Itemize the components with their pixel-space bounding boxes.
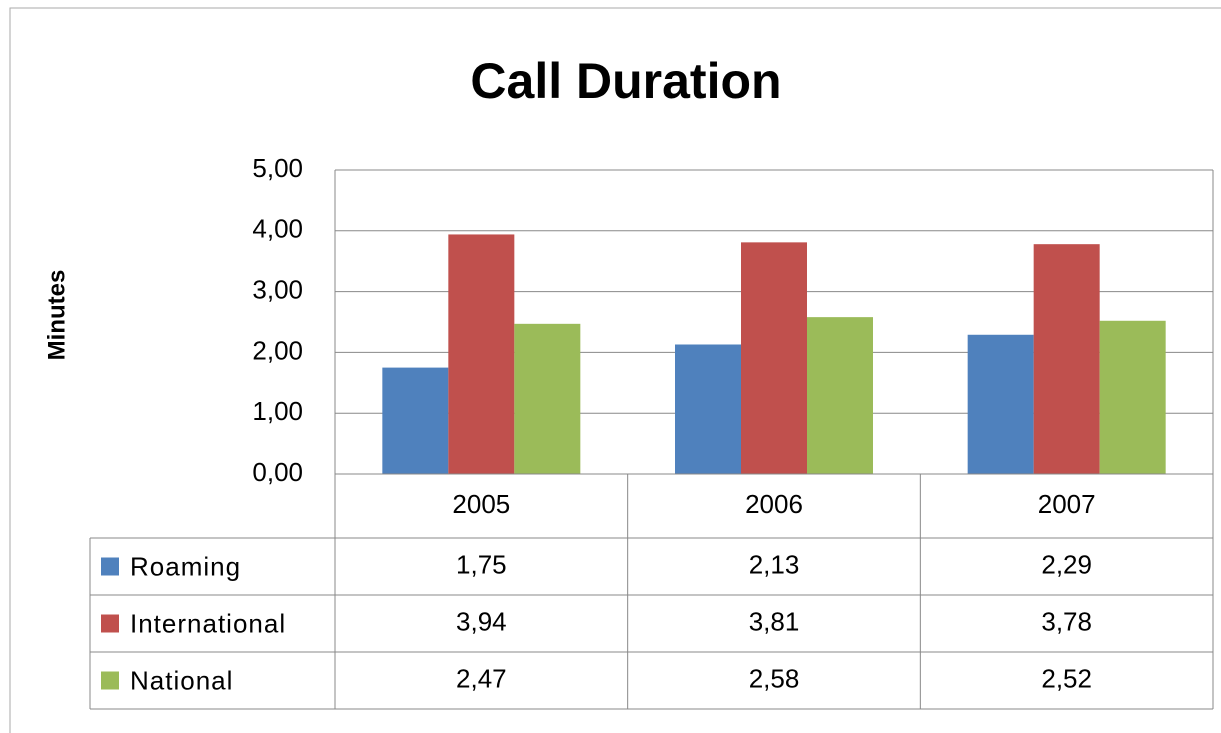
chart-title: Call Duration bbox=[470, 53, 781, 109]
table-value: 2,58 bbox=[749, 663, 800, 693]
bar bbox=[1033, 244, 1100, 474]
table-value: 2,47 bbox=[456, 663, 507, 693]
table-value: 2,29 bbox=[1041, 549, 1092, 579]
y-tick-label: 5,00 bbox=[252, 153, 303, 183]
table-value: 2,52 bbox=[1041, 663, 1092, 693]
y-tick-label: 1,00 bbox=[252, 396, 303, 426]
y-tick-label: 3,00 bbox=[252, 274, 303, 304]
y-axis-label: Minutes bbox=[43, 270, 70, 361]
table-value: 3,94 bbox=[456, 606, 507, 636]
bar bbox=[675, 344, 741, 474]
legend-label: International bbox=[130, 608, 286, 638]
bar bbox=[1099, 320, 1166, 474]
table-value: 1,75 bbox=[456, 549, 507, 579]
y-tick-label: 4,00 bbox=[252, 214, 303, 244]
y-tick-label: 2,00 bbox=[252, 335, 303, 365]
table-value: 2,13 bbox=[749, 549, 800, 579]
legend-label: Roaming bbox=[130, 551, 241, 581]
legend-label: National bbox=[130, 665, 233, 695]
category-label: 2007 bbox=[1038, 489, 1096, 519]
legend-swatch bbox=[101, 557, 119, 576]
table-value: 3,78 bbox=[1041, 606, 1092, 636]
bar bbox=[382, 367, 449, 474]
table-value: 3,81 bbox=[749, 606, 800, 636]
bar bbox=[967, 334, 1034, 474]
category-label: 2006 bbox=[745, 489, 803, 519]
chart-frame bbox=[9, 7, 1221, 733]
legend-swatch bbox=[101, 671, 119, 690]
bar bbox=[514, 323, 581, 474]
bar bbox=[448, 234, 515, 474]
y-tick-label: 0,00 bbox=[252, 457, 303, 487]
bar bbox=[807, 317, 873, 474]
legend-swatch bbox=[101, 614, 119, 633]
category-label: 2005 bbox=[452, 489, 510, 519]
bar bbox=[741, 242, 807, 474]
